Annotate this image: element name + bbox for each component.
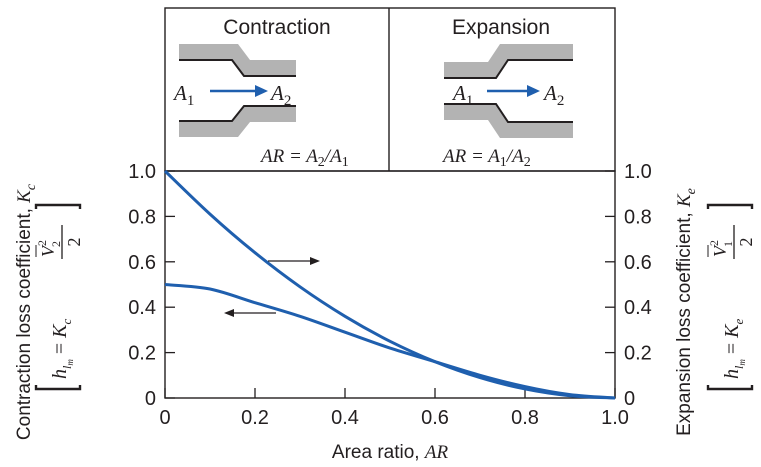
y-tick-label-right: 0.2	[624, 343, 652, 365]
expansion-bottom-wall	[444, 103, 573, 138]
series-line-2	[164, 283, 616, 400]
svg-text:V21: V21	[707, 240, 735, 257]
x-tick-label: 0.2	[241, 407, 269, 429]
expansion-title: Expansion	[452, 16, 550, 39]
y-tick-label-right: 0.4	[624, 297, 652, 319]
svg-text:Contraction loss coefficient,: Contraction loss coefficient, Kc	[14, 183, 39, 440]
expansion-top-wall	[444, 44, 573, 79]
y-tick-label-right: 0.8	[624, 206, 652, 228]
contraction-panel: Contraction A1 A2 AR = A2/A1	[172, 16, 349, 170]
svg-text:2: 2	[64, 238, 84, 247]
y-tick-label-right: 0.6	[624, 252, 652, 274]
x-tick-label: 0	[159, 407, 170, 429]
arrow-to-right-axis	[268, 257, 320, 265]
x-tick-label: 0.4	[331, 407, 359, 429]
contraction-area-out: A2	[269, 81, 291, 109]
x-axis-label: Area ratio, AR	[332, 442, 449, 463]
plot-frame	[164, 170, 616, 399]
y-tick-label-left: 1.0	[128, 161, 156, 183]
x-tick-label: 0.6	[421, 407, 449, 429]
expansion-panel: Expansion A1 A2 AR = A1/A2	[441, 16, 573, 170]
contraction-area-in: A1	[172, 81, 194, 109]
y-tick-label-right: 0	[624, 388, 635, 410]
left-ticks: 0 0.2 0.4 0.6 0.8 1.0	[128, 161, 175, 410]
expansion-ratio: AR = A1/A2	[441, 146, 531, 170]
y-tick-label-left: 0.6	[128, 252, 156, 274]
y-axis-label-right: Expansion loss coefficient, Ke	[674, 188, 699, 436]
svg-text:2: 2	[736, 238, 756, 247]
expansion-area-out: A2	[542, 81, 564, 109]
contraction-bottom-wall	[179, 105, 296, 137]
y-tick-label-left: 0.8	[128, 206, 156, 228]
y-tick-label-left: 0.2	[128, 343, 156, 365]
series-line-1	[163, 169, 616, 400]
svg-text:hlm = Ke: hlm = Ke	[721, 319, 747, 379]
left-formula: hlm = Kc V22 2	[34, 203, 84, 391]
svg-text:hlm = Kc: hlm = Kc	[49, 319, 75, 379]
arrow-to-left-axis	[224, 309, 276, 317]
y-tick-label-left: 0	[145, 388, 156, 410]
y-tick-label-right: 1.0	[624, 161, 652, 183]
svg-text:V22: V22	[35, 240, 63, 257]
expansion-area-in: A1	[451, 81, 473, 109]
bottom-ticks: 0 0.2 0.4 0.6 0.8 1.0	[159, 388, 629, 429]
y-axis-label-left: Contraction loss coefficient, Kc	[14, 183, 39, 440]
right-formula: hlm = Ke V21 2	[706, 203, 756, 391]
right-ticks: 0 0.2 0.4 0.6 0.8 1.0	[605, 161, 652, 410]
contraction-top-wall	[179, 44, 296, 77]
expansion-flow-arrow	[487, 85, 540, 97]
y-tick-label-left: 0.4	[128, 297, 156, 319]
inset-frame	[164, 7, 616, 172]
x-tick-label: 1.0	[601, 407, 629, 429]
contraction-ratio: AR = A2/A1	[259, 146, 349, 170]
contraction-title: Contraction	[223, 16, 330, 39]
curves	[163, 169, 616, 400]
svg-text:Expansion loss coefficient, Ke: Expansion loss coefficient, Ke	[674, 188, 699, 436]
x-tick-label: 0.8	[511, 407, 539, 429]
contraction-flow-arrow	[210, 85, 268, 97]
